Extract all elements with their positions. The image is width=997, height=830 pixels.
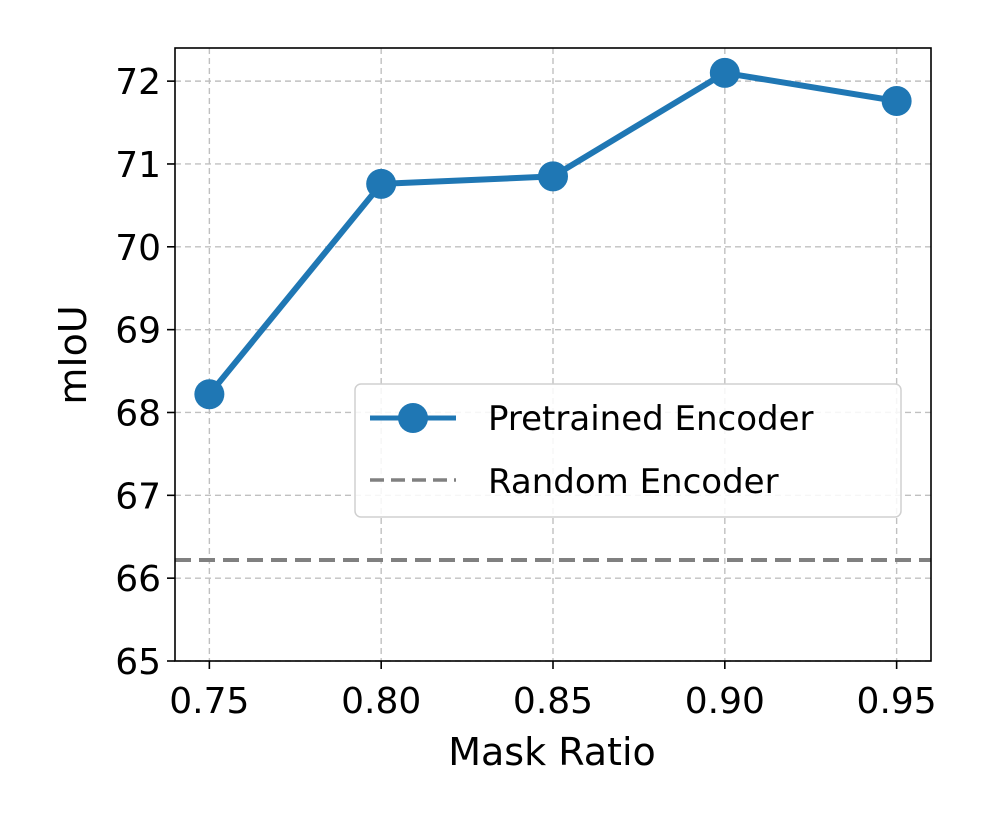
y-tick-label: 70	[115, 228, 161, 269]
legend-swatch-pretrained-marker	[398, 403, 428, 433]
y-tick-label: 72	[115, 62, 161, 103]
legend-box	[354, 383, 902, 518]
data-point	[194, 379, 225, 410]
pretrained-encoder-series	[194, 57, 912, 410]
y-axis-title: mIoU	[51, 305, 95, 404]
legend-label-pretrained: Pretrained Encoder	[488, 399, 814, 439]
grid-lines	[175, 48, 931, 662]
x-tick-label: 0.75	[169, 681, 249, 722]
x-tick-label: 0.90	[685, 681, 765, 722]
data-point	[881, 86, 912, 117]
y-axis-ticks: 65 66 67 68 69 70 71 72	[115, 62, 175, 683]
legend-label-random: Random Encoder	[488, 462, 779, 502]
y-tick-label: 71	[115, 145, 161, 186]
x-tick-label: 0.80	[341, 681, 421, 722]
y-tick-label: 65	[115, 642, 161, 683]
y-tick-label: 67	[115, 476, 161, 517]
data-point	[538, 161, 568, 192]
x-tick-label: 0.85	[513, 681, 593, 722]
legend: Pretrained Encoder Random Encoder	[354, 383, 902, 518]
x-axis-title: Mask Ratio	[448, 730, 656, 774]
x-axis-ticks: 0.75 0.80 0.85 0.90 0.95	[169, 661, 937, 722]
y-tick-label: 68	[115, 393, 161, 434]
data-point	[709, 57, 740, 88]
data-point	[366, 168, 397, 199]
y-tick-label: 69	[115, 311, 161, 352]
x-tick-label: 0.95	[857, 681, 937, 722]
y-tick-label: 66	[115, 559, 161, 600]
